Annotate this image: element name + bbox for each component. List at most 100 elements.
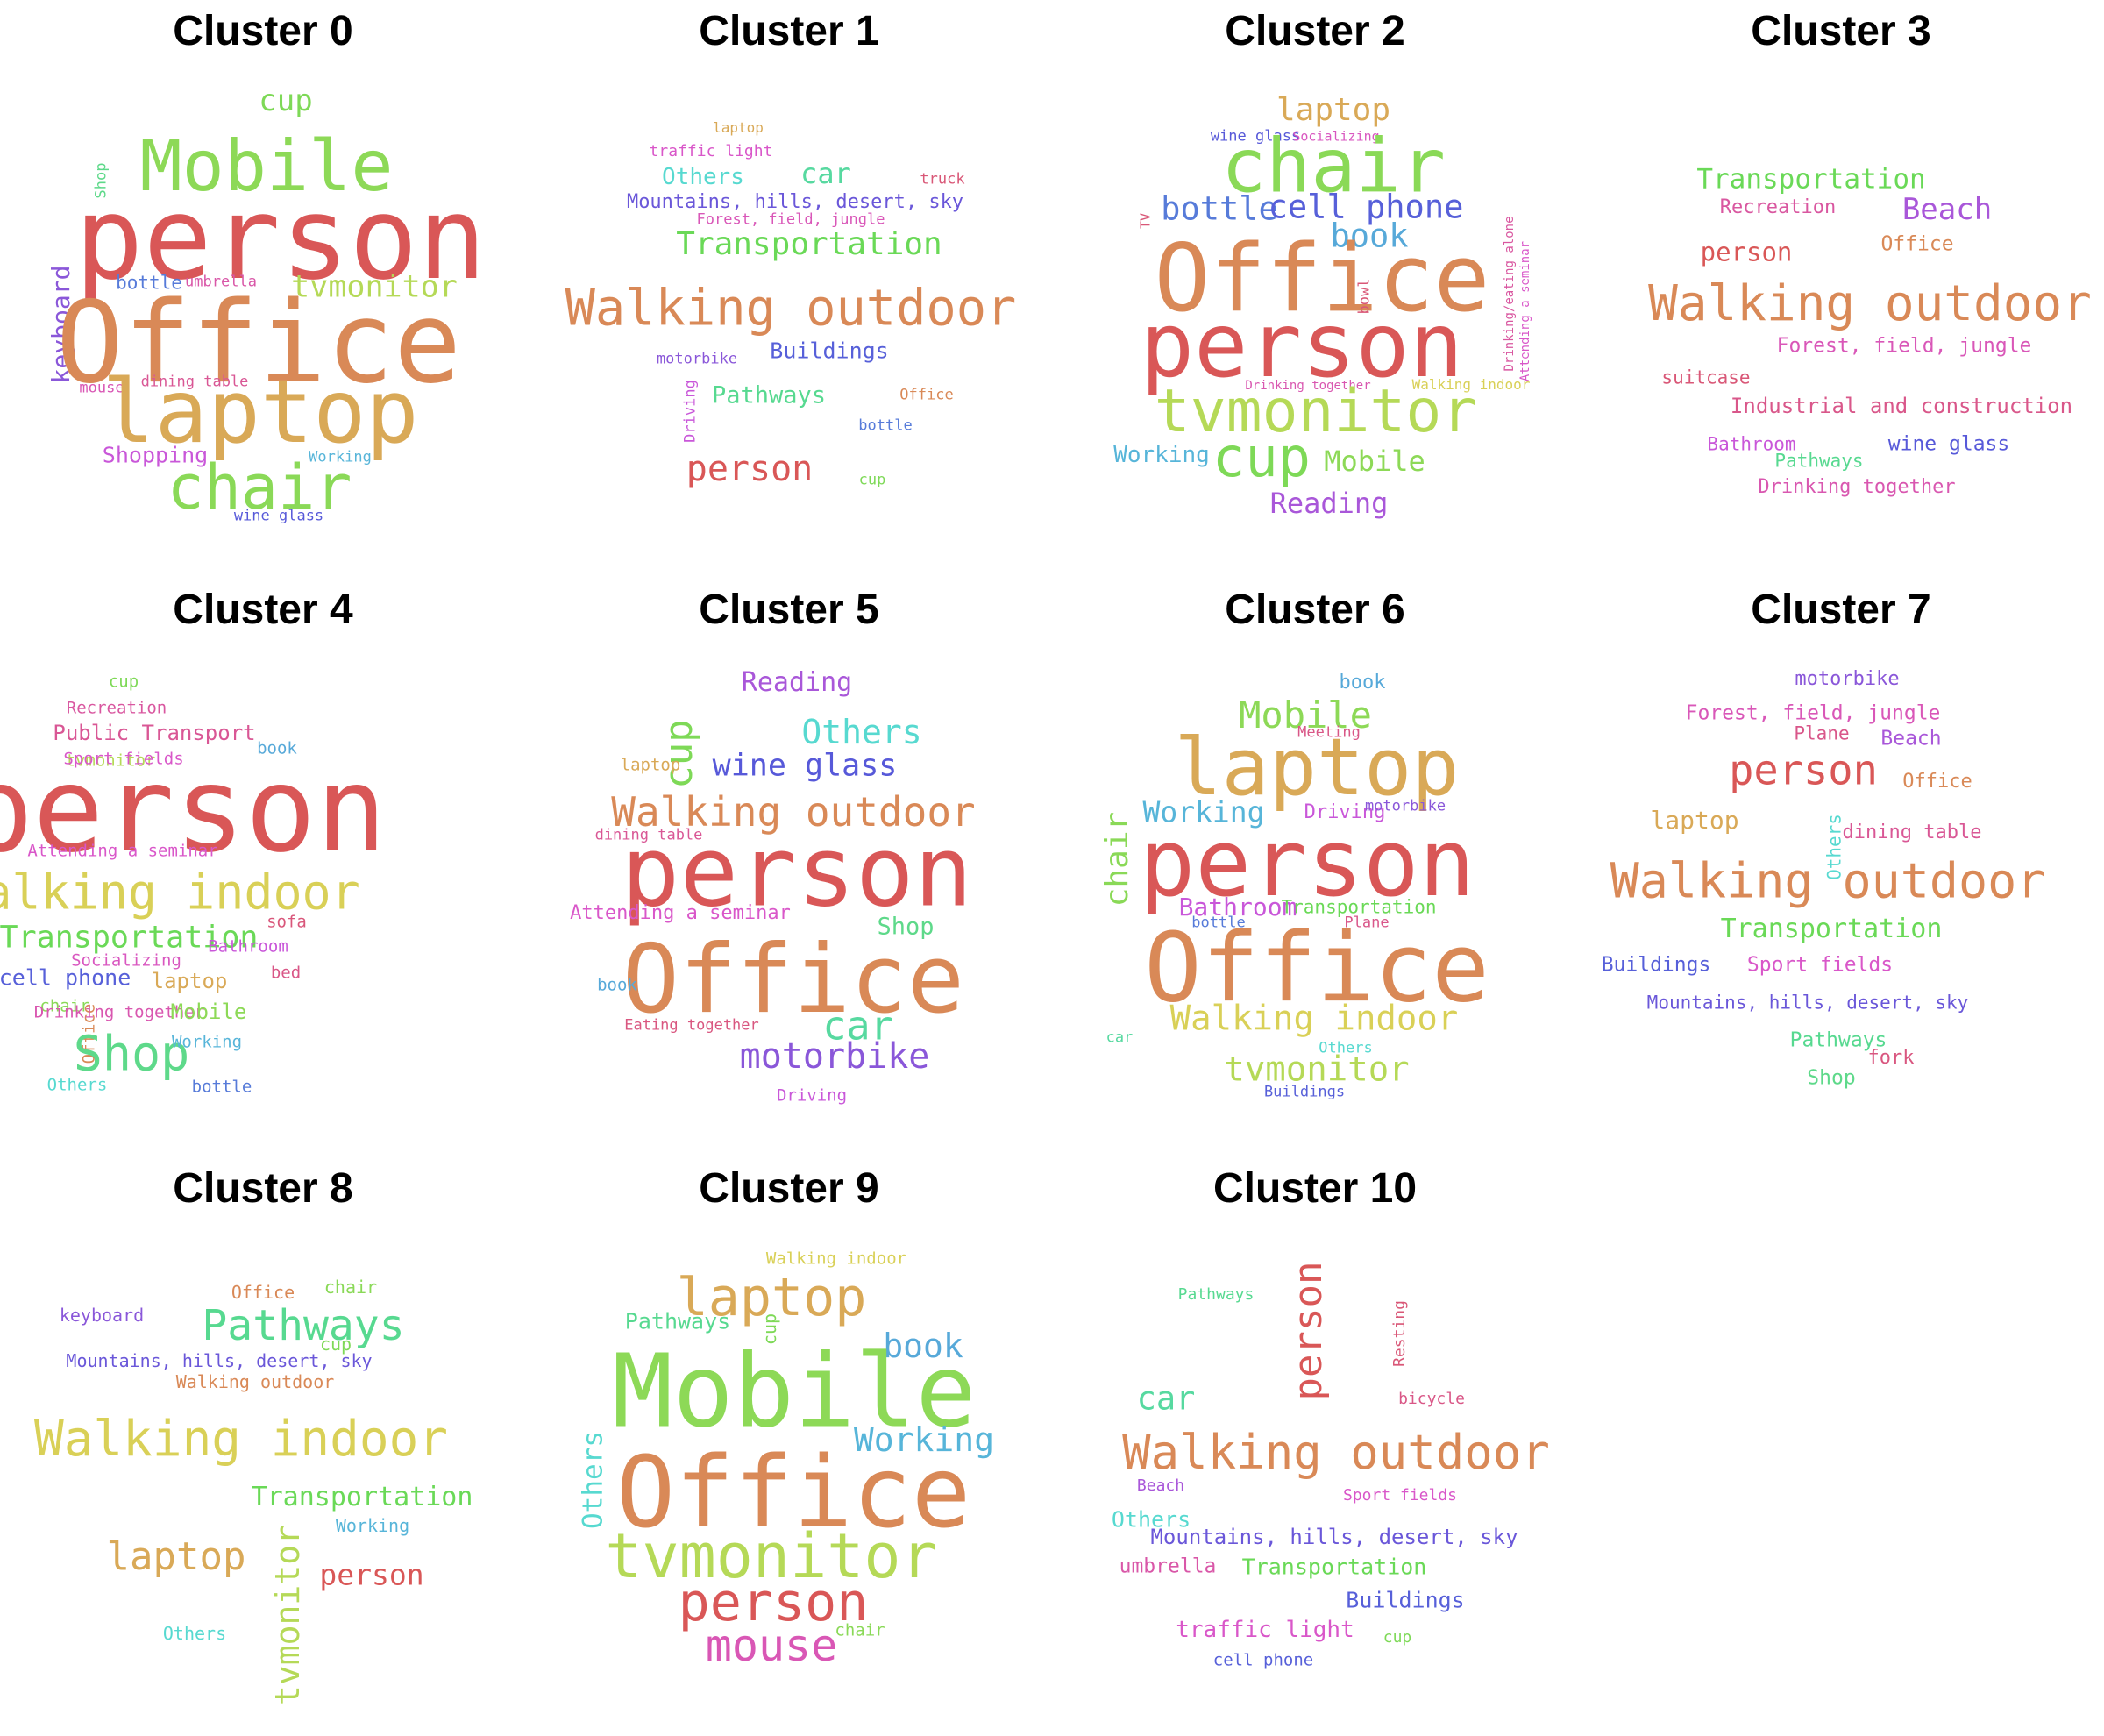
word-tvmonitor: tvmonitor	[1154, 377, 1478, 446]
word-drinking-together: Drinking together	[1758, 476, 1956, 498]
word-pathways: Pathways	[711, 381, 827, 409]
word-mountains-hills-desert-sky: Mountains, hills, desert, sky	[66, 1350, 373, 1371]
cluster-7-panel: Cluster 7 motorbike Forest, field, jungle P…	[1578, 579, 2104, 1157]
word-chair: chair	[323, 1277, 378, 1298]
word-traffic-light: traffic light	[649, 142, 773, 160]
word-tvmonitor: tvmonitor	[1224, 1049, 1410, 1090]
word-person: person	[0, 742, 387, 879]
word-person: person	[621, 815, 973, 929]
cluster-3-panel: Cluster 3 Transportation Recreation Beach pe…	[1578, 0, 2104, 579]
word-mountains-hills-desert-sky: Mountains, hills, desert, sky	[1150, 1525, 1518, 1549]
word-bottle: bottle	[858, 416, 913, 435]
word-others: Others	[1319, 1039, 1373, 1057]
word-mobile: Mobile	[1324, 445, 1425, 478]
word-working: Working	[1113, 442, 1210, 468]
word-cup: cup	[858, 471, 886, 489]
word-mobile: Mobile	[170, 1000, 247, 1024]
word-forest-field-jungle: Forest, field, jungle	[1776, 334, 2032, 358]
word-office: Office	[1880, 232, 1954, 256]
word-transportation: Transportation	[1281, 896, 1437, 918]
word-public-transport: Public Transport	[53, 721, 256, 745]
cluster-5-panel: Cluster 5 Reading cup Others laptop wine glas…	[526, 579, 1052, 1157]
word-laptop: laptop	[713, 119, 764, 136]
word-office: Office	[55, 278, 462, 409]
word-umbrella: umbrella	[185, 273, 257, 291]
word-laptop: laptop	[1174, 722, 1460, 814]
word-person: person	[1140, 294, 1464, 398]
word-pathways: Pathways	[1774, 450, 1864, 472]
cluster-10-panel: Cluster 10 Pathways person Resting car bicycl…	[1052, 1157, 1578, 1736]
word-bathroom: Bathroom	[1707, 433, 1796, 455]
word-laptop: laptop	[1650, 806, 1739, 835]
word-bed: bed	[270, 963, 302, 983]
word-reading: Reading	[1269, 487, 1389, 520]
word-dining-table: dining table	[140, 373, 249, 391]
word-walking-indoor: Walking indoor	[765, 1249, 907, 1269]
word-shop: Shop	[877, 913, 935, 941]
word-mouse: mouse	[705, 1620, 838, 1671]
word-others: Others	[577, 1431, 609, 1529]
word-motorbike: motorbike	[739, 1036, 930, 1077]
word-sport-fields: Sport fields	[1342, 1486, 1458, 1505]
word-working: Working	[335, 1515, 410, 1536]
word-wine-glass: wine glass	[233, 507, 324, 525]
word-working: Working	[171, 1032, 243, 1052]
word-cup: cup	[1212, 425, 1311, 489]
word-others: Others	[662, 164, 744, 190]
word-others: Others	[801, 713, 922, 751]
word-transportation: Transportation	[1720, 914, 1943, 944]
word-pathways: Pathways	[624, 1308, 731, 1334]
word-person: person	[1139, 809, 1475, 917]
word-drinking-together: Drinking together	[33, 1002, 205, 1022]
word-book: book	[257, 738, 297, 758]
cluster-title: Cluster 7	[1751, 587, 1931, 633]
word-laptop: laptop	[676, 1267, 867, 1328]
word-working: Working	[309, 448, 372, 466]
word-driving: Driving	[776, 1085, 848, 1106]
word-car: car	[1105, 1028, 1134, 1047]
word-sofa: sofa	[267, 912, 307, 932]
word-bottle: bottle	[1191, 914, 1246, 932]
word-book: book	[883, 1327, 963, 1365]
word-eating-together: Eating together	[624, 1016, 759, 1035]
word-transportation: Transportation	[0, 920, 259, 956]
word-cell-phone: cell phone	[1268, 188, 1464, 226]
word-traffic-light: traffic light	[1176, 1617, 1354, 1643]
word-industrial-and-construction: Industrial and construction	[1730, 394, 2073, 418]
word-attending-a-seminar: Attending a seminar	[1518, 240, 1532, 382]
word-walking-outdoor: Walking outdoor	[1610, 852, 2046, 909]
cluster-title: Cluster 10	[1212, 1165, 1418, 1212]
word-cup: cup	[108, 672, 139, 692]
word-drinking-together: Drinking together	[1245, 379, 1371, 393]
word-office: Office	[622, 925, 965, 1035]
word-laptop: laptop	[102, 360, 419, 463]
word-transportation: Transportation	[1241, 1554, 1427, 1580]
word-working: Working	[1142, 794, 1265, 829]
word-attending-a-seminar: Attending a seminar	[570, 902, 791, 924]
word-beach: Beach	[1136, 1476, 1185, 1495]
word-fork: fork	[1867, 1047, 1915, 1069]
word-shop: Shop	[73, 1025, 190, 1082]
word-sport-fields: Sport fields	[1746, 953, 1894, 977]
word-office: Office	[899, 386, 954, 404]
cluster-title: Cluster 0	[173, 8, 353, 54]
word-walking-outdoor: Walking outdoor	[1648, 275, 2092, 332]
word-office: Office	[231, 1282, 295, 1303]
word-plane: Plane	[1794, 722, 1850, 744]
word-wine-glass: wine glass	[1210, 127, 1301, 146]
word-plane: Plane	[1344, 914, 1390, 932]
word-car: car	[800, 157, 851, 190]
word-others: Others	[162, 1623, 227, 1644]
cluster-title: Cluster 4	[173, 587, 353, 633]
word-mountains-hills-desert-sky: Mountains, hills, desert, sky	[626, 191, 964, 213]
word-bottle: bottle	[116, 272, 182, 294]
word-bathroom: Bathroom	[208, 936, 288, 957]
word-office: Office	[1154, 224, 1490, 332]
word-walking-outdoor: Walking outdoor	[611, 788, 976, 836]
word-laptop: laptop	[1276, 92, 1391, 128]
word-cup: cup	[319, 1334, 352, 1355]
word-drinking-eating-alone: Drinking/eating alone	[1503, 216, 1517, 372]
cluster-title: Cluster 9	[699, 1165, 879, 1212]
word-driving: Driving	[1304, 801, 1386, 823]
word-cup: cup	[259, 83, 313, 118]
